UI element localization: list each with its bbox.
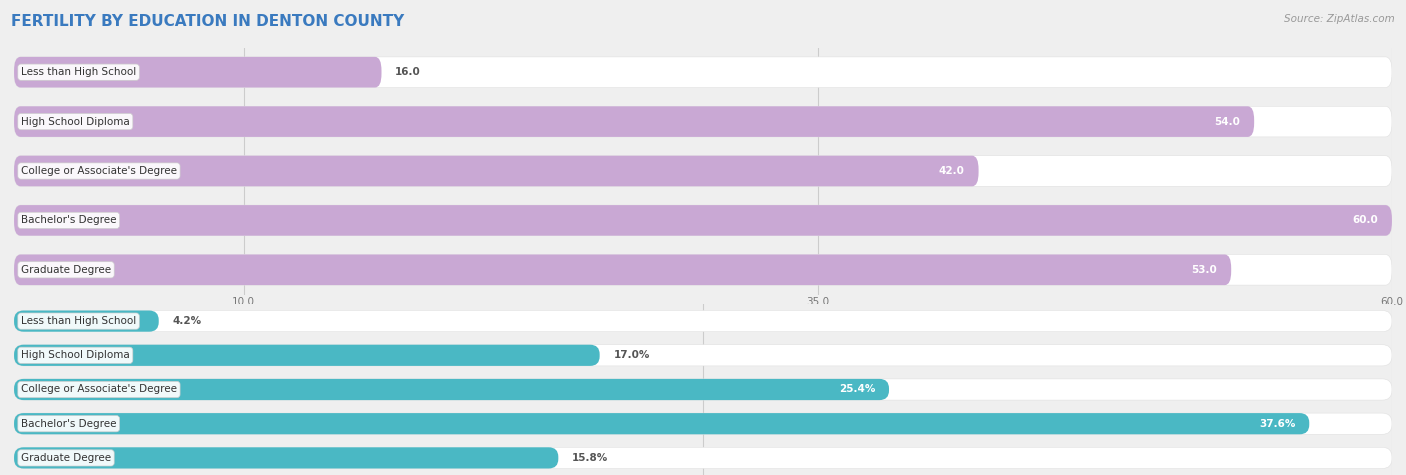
Text: Graduate Degree: Graduate Degree [21, 453, 111, 463]
Text: Bachelor's Degree: Bachelor's Degree [21, 418, 117, 429]
FancyBboxPatch shape [14, 57, 381, 87]
Text: FERTILITY BY EDUCATION IN DENTON COUNTY: FERTILITY BY EDUCATION IN DENTON COUNTY [11, 14, 405, 29]
FancyBboxPatch shape [14, 345, 599, 366]
FancyBboxPatch shape [14, 413, 1392, 434]
FancyBboxPatch shape [14, 413, 1309, 434]
FancyBboxPatch shape [14, 447, 558, 468]
FancyBboxPatch shape [14, 57, 1392, 87]
FancyBboxPatch shape [14, 311, 159, 332]
Text: 17.0%: 17.0% [613, 350, 650, 361]
FancyBboxPatch shape [14, 205, 1392, 236]
Text: 42.0: 42.0 [939, 166, 965, 176]
Text: 53.0: 53.0 [1192, 265, 1218, 275]
FancyBboxPatch shape [14, 447, 1392, 468]
Text: College or Associate's Degree: College or Associate's Degree [21, 384, 177, 395]
FancyBboxPatch shape [14, 379, 1392, 400]
Text: High School Diploma: High School Diploma [21, 116, 129, 127]
FancyBboxPatch shape [14, 255, 1232, 285]
Text: College or Associate's Degree: College or Associate's Degree [21, 166, 177, 176]
Text: High School Diploma: High School Diploma [21, 350, 129, 361]
Text: 16.0: 16.0 [395, 67, 420, 77]
Text: 4.2%: 4.2% [173, 316, 201, 326]
Text: Graduate Degree: Graduate Degree [21, 265, 111, 275]
FancyBboxPatch shape [14, 379, 889, 400]
FancyBboxPatch shape [14, 205, 1392, 236]
Text: 54.0: 54.0 [1215, 116, 1240, 127]
FancyBboxPatch shape [14, 345, 1392, 366]
FancyBboxPatch shape [14, 106, 1254, 137]
FancyBboxPatch shape [14, 311, 1392, 332]
Text: 25.4%: 25.4% [839, 384, 875, 395]
Text: Less than High School: Less than High School [21, 67, 136, 77]
Text: 15.8%: 15.8% [572, 453, 609, 463]
Text: Bachelor's Degree: Bachelor's Degree [21, 215, 117, 226]
FancyBboxPatch shape [14, 106, 1392, 137]
Text: Less than High School: Less than High School [21, 316, 136, 326]
Text: 37.6%: 37.6% [1260, 418, 1295, 429]
FancyBboxPatch shape [14, 255, 1392, 285]
FancyBboxPatch shape [14, 156, 1392, 186]
Text: Source: ZipAtlas.com: Source: ZipAtlas.com [1284, 14, 1395, 24]
Text: 60.0: 60.0 [1353, 215, 1378, 226]
FancyBboxPatch shape [14, 156, 979, 186]
